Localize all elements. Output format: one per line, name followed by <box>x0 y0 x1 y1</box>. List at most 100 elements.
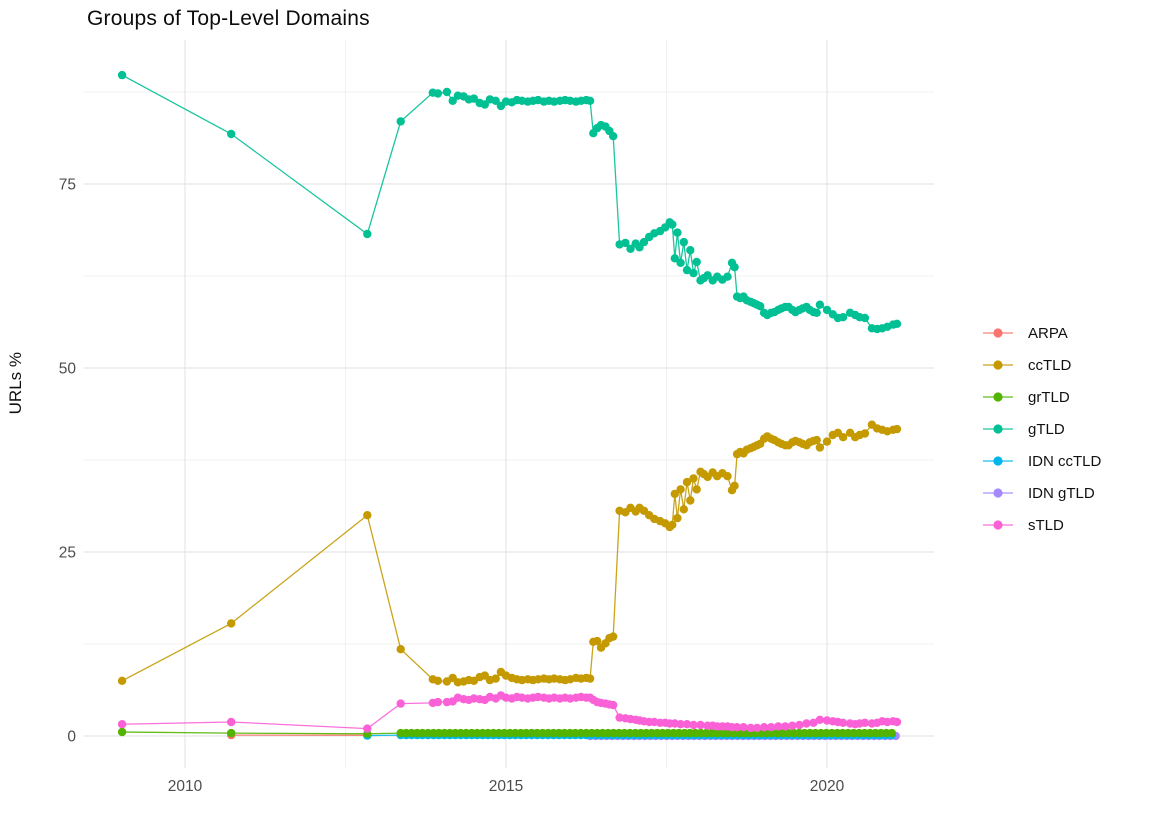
series-line-gtld <box>121 74 898 330</box>
data-point-gtld <box>686 246 695 255</box>
x-tick-label: 2020 <box>810 778 845 795</box>
legend-label: ccTLD <box>1028 356 1072 374</box>
legend-label: gTLD <box>1028 420 1065 438</box>
data-point-stld <box>117 720 127 729</box>
data-point-stld <box>746 723 755 733</box>
data-point-gtld <box>692 257 701 267</box>
data-point-gtld <box>626 244 635 253</box>
data-point-cctld <box>609 632 618 641</box>
data-point-cctld <box>227 619 236 628</box>
data-point-cctld <box>593 636 602 646</box>
data-point-cctld <box>689 474 698 483</box>
data-point-cctld <box>433 676 443 685</box>
data-point-gtld <box>668 220 677 229</box>
data-point-gtld <box>585 96 595 106</box>
legend-label: IDN ccTLD <box>1028 452 1102 470</box>
data-point-gtld <box>838 313 848 322</box>
legend-item-arpa: ARPA <box>983 317 1101 349</box>
data-point-stld <box>732 723 742 732</box>
data-point-stld <box>766 723 776 732</box>
data-point-gtld <box>227 129 236 139</box>
data-point-gtld <box>469 94 479 103</box>
data-point-gtld <box>396 117 405 126</box>
data-point-gtld <box>639 237 649 247</box>
data-point-gtld <box>689 268 698 278</box>
data-point-stld <box>802 719 811 728</box>
data-point-gtld <box>621 238 630 248</box>
data-point-gtld <box>812 308 821 317</box>
data-point-gtld <box>730 263 739 272</box>
data-point-gtld <box>609 132 618 141</box>
data-point-cctld <box>396 645 405 654</box>
legend-item-stld: sTLD <box>983 509 1101 541</box>
data-point-cctld <box>585 674 595 683</box>
data-point-stld <box>788 721 797 730</box>
series-gtld <box>117 70 902 334</box>
legend-key-icon <box>983 456 1013 466</box>
series-cctld <box>117 420 902 687</box>
data-point-cctld <box>679 505 688 514</box>
data-point-cctld <box>676 485 685 494</box>
legend-key-icon <box>983 360 1013 370</box>
legend-item-cctld: ccTLD <box>983 349 1101 381</box>
data-point-gtld <box>442 87 452 97</box>
data-point-gtld <box>723 272 732 281</box>
data-point-gtld <box>679 237 688 247</box>
data-point-gtld <box>892 319 902 328</box>
data-point-cctld <box>822 437 832 446</box>
y-tick-label: 75 <box>59 177 76 194</box>
data-point-stld <box>609 700 618 710</box>
data-point-gtld <box>448 96 457 106</box>
legend-key-icon <box>983 424 1013 434</box>
series-stld <box>117 691 902 733</box>
data-point-cctld <box>723 472 732 481</box>
data-point-cctld <box>815 443 825 452</box>
data-point-cctld <box>363 511 372 520</box>
data-point-cctld <box>860 429 870 438</box>
data-point-cctld <box>812 435 821 445</box>
data-point-stld <box>860 718 870 727</box>
data-point-gtld <box>480 100 489 109</box>
legend-key-icon <box>983 392 1013 402</box>
data-point-stld <box>809 718 818 727</box>
data-point-cctld <box>117 676 127 685</box>
x-tick-label: 2010 <box>168 778 203 795</box>
data-point-stld <box>676 720 685 729</box>
data-point-stld <box>227 717 236 727</box>
legend-item-idn-cctld: IDN ccTLD <box>983 445 1101 477</box>
data-point-stld <box>815 715 825 724</box>
data-point-grtld <box>227 728 236 738</box>
data-point-cctld <box>682 477 692 487</box>
data-point-stld <box>739 723 748 732</box>
data-point-stld <box>781 722 790 731</box>
data-point-gtld <box>117 70 127 80</box>
legend-key-icon <box>983 520 1013 530</box>
data-point-stld <box>892 717 902 727</box>
data-point-cctld <box>668 520 677 529</box>
data-point-gtld <box>756 302 765 311</box>
data-point-stld <box>774 722 783 731</box>
data-point-stld <box>759 723 769 732</box>
legend-label: grTLD <box>1028 388 1070 406</box>
data-point-grtld <box>887 728 896 738</box>
series-grtld <box>117 727 896 738</box>
data-point-stld <box>696 720 705 730</box>
legend-key-icon <box>983 328 1013 338</box>
data-point-cctld <box>692 485 701 494</box>
data-point-gtld <box>703 271 712 280</box>
series-arpa <box>227 730 372 740</box>
legend-label: IDN gTLD <box>1028 484 1095 502</box>
data-point-cctld <box>670 489 679 499</box>
gridlines-major <box>84 40 934 768</box>
data-point-cctld <box>892 424 902 434</box>
data-point-gtld <box>491 96 500 106</box>
data-point-stld <box>396 699 405 708</box>
y-tick-label: 50 <box>59 361 77 378</box>
data-point-cctld <box>673 513 682 523</box>
gridlines-minor <box>84 40 934 768</box>
x-tick-label: 2015 <box>489 778 523 795</box>
data-point-stld <box>689 720 698 730</box>
y-tick-label: 0 <box>67 729 76 746</box>
